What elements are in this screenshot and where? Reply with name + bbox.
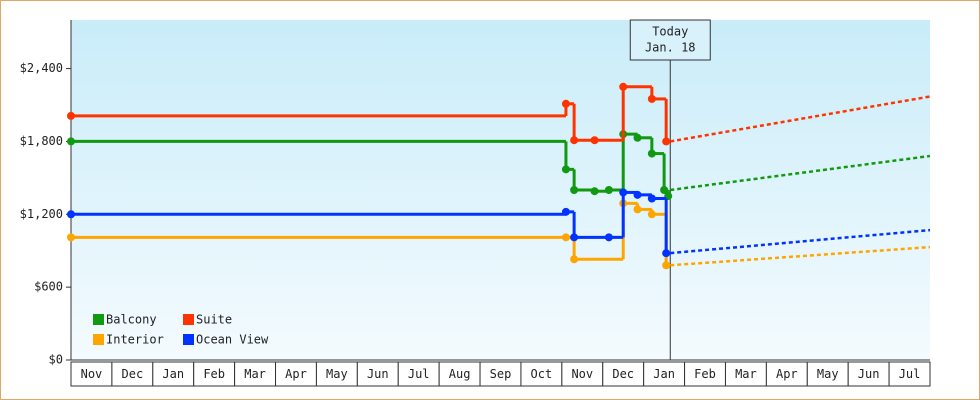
y-tick-label: $0	[49, 353, 63, 367]
legend-label: Interior	[106, 333, 164, 347]
x-tick-label: Dec	[612, 367, 634, 381]
point	[570, 255, 579, 264]
point	[570, 136, 579, 145]
x-tick-label: May	[817, 367, 839, 381]
x-tick-label: Feb	[203, 367, 225, 381]
point	[647, 210, 656, 219]
legend-swatch	[183, 314, 194, 325]
legend-label: Suite	[196, 313, 232, 327]
month-cell	[806, 361, 849, 387]
point	[67, 137, 75, 146]
x-tick-label: Sep	[490, 367, 512, 381]
month-cell	[684, 361, 726, 387]
y-tick-label: $2,400	[20, 61, 63, 75]
y-tick-label: $1,200	[20, 207, 63, 221]
legend-swatch	[93, 314, 104, 325]
plot-area	[71, 20, 930, 360]
x-tick-label: Jun	[858, 367, 880, 381]
x-tick-label: Oct	[531, 367, 553, 381]
point	[67, 210, 75, 219]
x-tick-label: Apr	[776, 367, 798, 381]
legend-label: Ocean View	[196, 333, 269, 347]
point	[662, 249, 671, 258]
x-tick-label: Mar	[244, 367, 266, 381]
month-cell	[479, 361, 522, 387]
point	[561, 99, 570, 108]
legend-label: Balcony	[106, 313, 157, 327]
x-tick-label: May	[326, 367, 348, 381]
point	[561, 233, 570, 242]
projection-line	[670, 95, 931, 143]
month-cell	[520, 361, 563, 387]
point	[647, 194, 656, 203]
today-box	[629, 19, 711, 61]
point	[664, 192, 673, 201]
x-tick-label: Nov	[81, 367, 103, 381]
point	[570, 186, 579, 194]
projection-line	[670, 154, 931, 192]
month-cell	[847, 361, 890, 387]
month-cell	[602, 361, 645, 387]
y-tick-label: $1,800	[20, 134, 63, 148]
today-label: Today	[652, 25, 688, 39]
month-cell	[356, 361, 399, 387]
month-cell	[315, 361, 358, 387]
month-cell	[193, 361, 236, 387]
month-cell	[111, 361, 154, 387]
month-cell	[561, 361, 604, 387]
legend-swatch	[93, 334, 104, 345]
point	[570, 233, 579, 242]
point	[67, 111, 75, 120]
point	[590, 187, 599, 196]
point	[561, 207, 570, 216]
legend-swatch	[183, 334, 194, 345]
point	[590, 136, 599, 145]
point	[604, 233, 613, 242]
x-tick-label: Jul	[408, 367, 430, 381]
point	[662, 261, 671, 270]
month-cell	[234, 361, 277, 387]
point	[633, 190, 642, 199]
x-tick-label: Jun	[367, 367, 389, 381]
chart-layer: $0 $600 $1,200 $1,800 $2,400 Nov Dec Jan Feb Mar A…	[20, 19, 931, 387]
point	[662, 137, 671, 146]
y-tick-label: $600	[34, 280, 63, 294]
month-cell	[152, 361, 195, 387]
point	[619, 82, 628, 91]
projection-line	[670, 228, 931, 255]
point	[619, 188, 628, 197]
x-tick-label: Nov	[571, 367, 593, 381]
point	[67, 233, 75, 242]
x-tick-label: Feb	[694, 367, 716, 381]
point	[633, 133, 642, 142]
point	[647, 149, 656, 158]
point	[660, 186, 669, 194]
x-tick-label: Mar	[735, 367, 757, 381]
point	[561, 165, 570, 174]
point	[647, 94, 656, 103]
projection-line	[670, 245, 931, 267]
month-cell	[765, 361, 808, 387]
x-tick-label: Apr	[285, 367, 307, 381]
month-cell	[275, 361, 317, 387]
point	[633, 205, 642, 214]
x-tick-label: Jan	[653, 367, 675, 381]
month-cell	[888, 361, 931, 387]
x-tick-label: Jul	[899, 367, 921, 381]
x-tick-label: Dec	[122, 367, 144, 381]
today-label: Jan. 18	[645, 41, 696, 55]
point	[604, 186, 613, 194]
x-tick-label: Jan	[162, 367, 184, 381]
x-tick-label: Aug	[449, 367, 471, 381]
month-cell	[643, 361, 686, 387]
